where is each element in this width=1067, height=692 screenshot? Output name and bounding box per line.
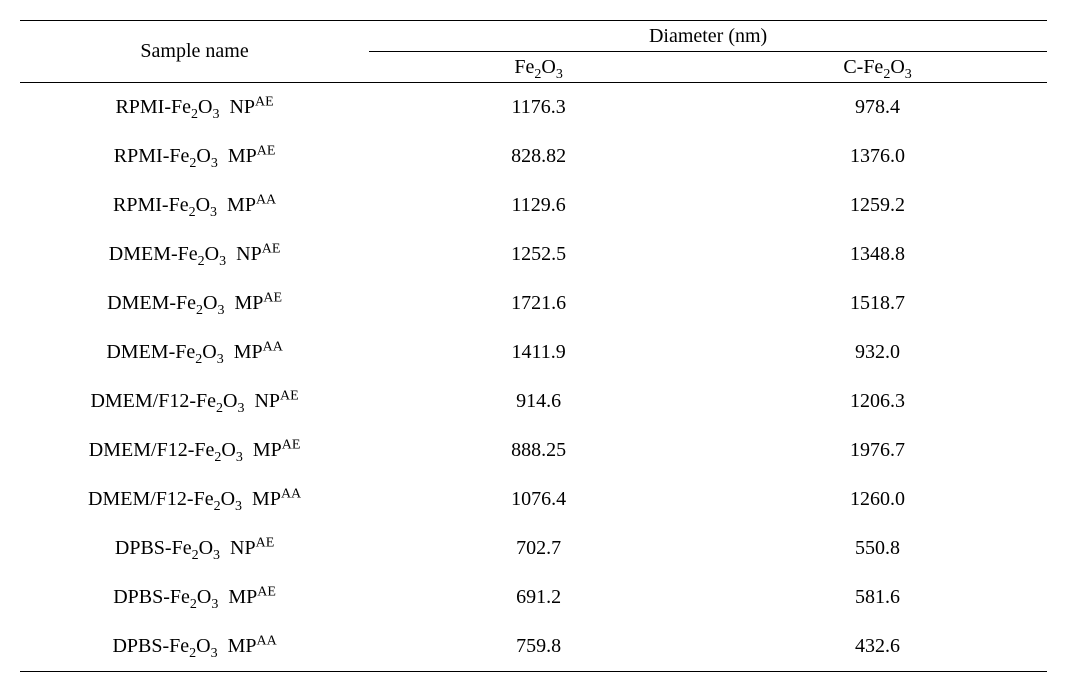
table-body: RPMI-Fe2O3 NPAE1176.3978.4RPMI-Fe2O3 MPA… [20,83,1047,672]
cell-fe2o3: 1076.4 [369,475,708,524]
table-row: RPMI-Fe2O3 NPAE1176.3978.4 [20,83,1047,133]
table-row: RPMI-Fe2O3 MPAA1129.61259.2 [20,181,1047,230]
cell-cfe2o3: 550.8 [708,524,1047,573]
cell-sample-name: DMEM-Fe2O3 MPAA [20,328,369,377]
cell-sample-name: RPMI-Fe2O3 NPAE [20,83,369,133]
cell-cfe2o3: 932.0 [708,328,1047,377]
table-row: DMEM/F12-Fe2O3 MPAA1076.41260.0 [20,475,1047,524]
cell-sample-name: DMEM/F12-Fe2O3 MPAA [20,475,369,524]
cell-fe2o3: 1252.5 [369,230,708,279]
cell-fe2o3: 1129.6 [369,181,708,230]
cell-sample-name: DMEM/F12-Fe2O3 NPAE [20,377,369,426]
table-row: DMEM/F12-Fe2O3 MPAE888.251976.7 [20,426,1047,475]
cell-sample-name: DMEM-Fe2O3 NPAE [20,230,369,279]
cell-fe2o3: 828.82 [369,132,708,181]
header-cfe2o3: C-Fe2O3 [708,52,1047,83]
table-row: DPBS-Fe2O3 NPAE702.7550.8 [20,524,1047,573]
header-fe2o3: Fe2O3 [369,52,708,83]
cell-fe2o3: 1411.9 [369,328,708,377]
table-row: DMEM-Fe2O3 NPAE1252.51348.8 [20,230,1047,279]
cell-sample-name: RPMI-Fe2O3 MPAE [20,132,369,181]
cell-sample-name: RPMI-Fe2O3 MPAA [20,181,369,230]
cell-sample-name: DPBS-Fe2O3 MPAA [20,622,369,672]
cell-cfe2o3: 432.6 [708,622,1047,672]
cell-fe2o3: 702.7 [369,524,708,573]
cell-cfe2o3: 1206.3 [708,377,1047,426]
header-diameter: Diameter (nm) [369,21,1047,52]
cell-sample-name: DMEM-Fe2O3 MPAE [20,279,369,328]
cell-cfe2o3: 978.4 [708,83,1047,133]
cell-sample-name: DMEM/F12-Fe2O3 MPAE [20,426,369,475]
cell-cfe2o3: 581.6 [708,573,1047,622]
cell-fe2o3: 1721.6 [369,279,708,328]
header-sample-name: Sample name [20,21,369,83]
cell-cfe2o3: 1976.7 [708,426,1047,475]
cell-fe2o3: 691.2 [369,573,708,622]
cell-fe2o3: 1176.3 [369,83,708,133]
table-row: RPMI-Fe2O3 MPAE828.821376.0 [20,132,1047,181]
cell-cfe2o3: 1259.2 [708,181,1047,230]
cell-cfe2o3: 1518.7 [708,279,1047,328]
table-row: DMEM-Fe2O3 MPAE1721.61518.7 [20,279,1047,328]
cell-cfe2o3: 1348.8 [708,230,1047,279]
table-row: DMEM/F12-Fe2O3 NPAE914.61206.3 [20,377,1047,426]
cell-fe2o3: 914.6 [369,377,708,426]
cell-cfe2o3: 1260.0 [708,475,1047,524]
cell-fe2o3: 759.8 [369,622,708,672]
table-row: DPBS-Fe2O3 MPAE691.2581.6 [20,573,1047,622]
cell-sample-name: DPBS-Fe2O3 NPAE [20,524,369,573]
cell-fe2o3: 888.25 [369,426,708,475]
table-row: DMEM-Fe2O3 MPAA1411.9932.0 [20,328,1047,377]
data-table: Sample name Diameter (nm) Fe2O3 C-Fe2O3 … [20,20,1047,672]
cell-sample-name: DPBS-Fe2O3 MPAE [20,573,369,622]
cell-cfe2o3: 1376.0 [708,132,1047,181]
table-row: DPBS-Fe2O3 MPAA759.8432.6 [20,622,1047,672]
